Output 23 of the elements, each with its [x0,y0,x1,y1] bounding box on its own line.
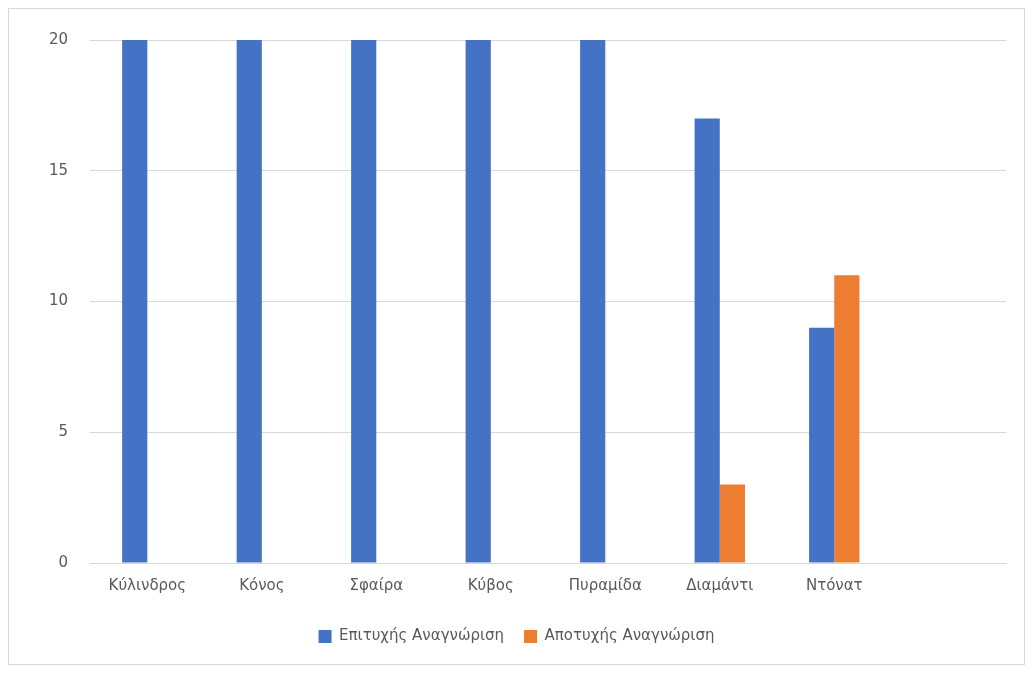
y-tick-label: 20 [48,29,69,48]
bar [809,327,835,563]
x-tick-label: Διαμάντι [686,575,754,594]
x-tick-label: Κόνος [239,575,285,594]
x-tick-label: Κύβος [467,575,514,594]
bar [122,40,148,563]
x-tick-label: Σφαίρα [349,575,404,594]
y-tick-label: 0 [58,552,69,571]
x-tick-label: Ντόνατ [805,575,863,594]
y-tick-label: 10 [48,291,69,310]
bar [465,40,491,563]
y-tick-label: 15 [48,160,69,179]
x-tick-label: Κύλινδρος [108,575,187,594]
bar [236,40,262,563]
bar [351,40,377,563]
bar [580,40,606,563]
bar [834,275,860,563]
legend-label: Αποτυχής Αναγνώριση [544,626,715,645]
bar [694,118,720,563]
legend-label: Επιτυχής Αναγνώριση [339,626,505,645]
x-tick-label: Πυραμίδα [568,575,642,594]
y-tick-label: 5 [58,422,69,441]
bar [719,484,745,563]
